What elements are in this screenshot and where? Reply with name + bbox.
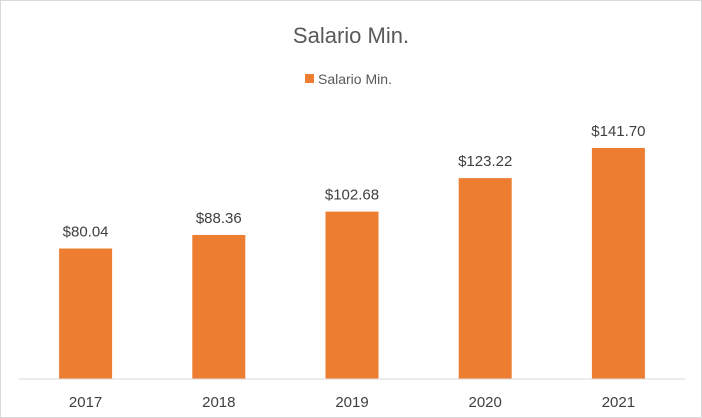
legend: Salario Min. — [305, 71, 392, 87]
x-tick-label-2018: 2018 — [202, 394, 235, 411]
x-tick-label-2021: 2021 — [602, 394, 635, 411]
bar-2019 — [325, 211, 379, 379]
data-label-2020: $123.22 — [458, 153, 512, 170]
legend-label: Salario Min. — [318, 71, 392, 87]
x-tick-label-2019: 2019 — [335, 394, 368, 411]
data-label-2021: $141.70 — [591, 123, 645, 140]
data-labels: $80.04 $88.36 $102.68 $123.22 $141.70 — [63, 123, 646, 241]
data-label-2018: $88.36 — [196, 210, 242, 227]
data-label-2019: $102.68 — [325, 187, 379, 204]
x-tick-label-2020: 2020 — [469, 394, 502, 411]
bar-2018 — [192, 234, 246, 379]
bar-2021 — [591, 148, 645, 379]
bar-2017 — [59, 248, 113, 379]
bars — [59, 148, 645, 379]
chart-title: Salario Min. — [293, 23, 409, 48]
bar-2020 — [458, 178, 512, 379]
legend-swatch — [305, 74, 314, 83]
data-label-2017: $80.04 — [63, 224, 109, 241]
x-axis-tick-labels: 2017 2018 2019 2020 2021 — [69, 394, 635, 411]
x-tick-label-2017: 2017 — [69, 394, 102, 411]
